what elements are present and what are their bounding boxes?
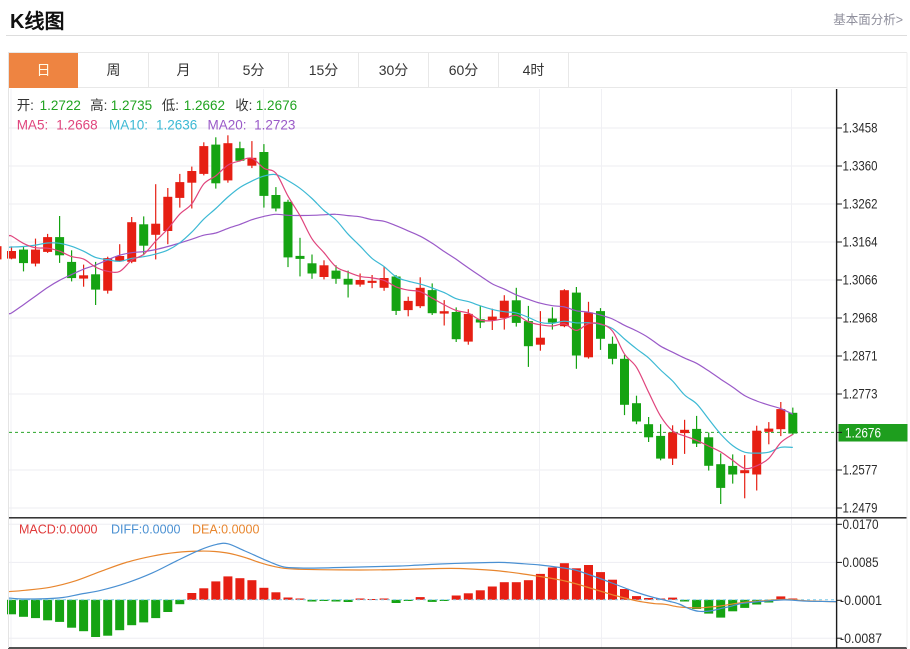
svg-text:1.3458: 1.3458 [843, 121, 878, 136]
svg-text:1.2479: 1.2479 [843, 501, 878, 516]
svg-text:-0.0087: -0.0087 [840, 631, 882, 646]
svg-text:1.2676: 1.2676 [845, 425, 881, 440]
svg-text:1.2773: 1.2773 [843, 387, 878, 402]
svg-text:0.0085: 0.0085 [843, 555, 879, 570]
svg-text:-0.0001: -0.0001 [840, 593, 882, 608]
svg-text:1.2968: 1.2968 [843, 311, 878, 326]
svg-text:1.3164: 1.3164 [843, 235, 878, 250]
svg-text:1.3262: 1.3262 [843, 197, 878, 212]
svg-text:1.3066: 1.3066 [843, 273, 878, 288]
svg-text:1.2871: 1.2871 [843, 349, 878, 364]
svg-text:1.2577: 1.2577 [843, 463, 878, 478]
svg-text:1.3360: 1.3360 [843, 159, 878, 174]
svg-text:0.0170: 0.0170 [843, 517, 879, 532]
